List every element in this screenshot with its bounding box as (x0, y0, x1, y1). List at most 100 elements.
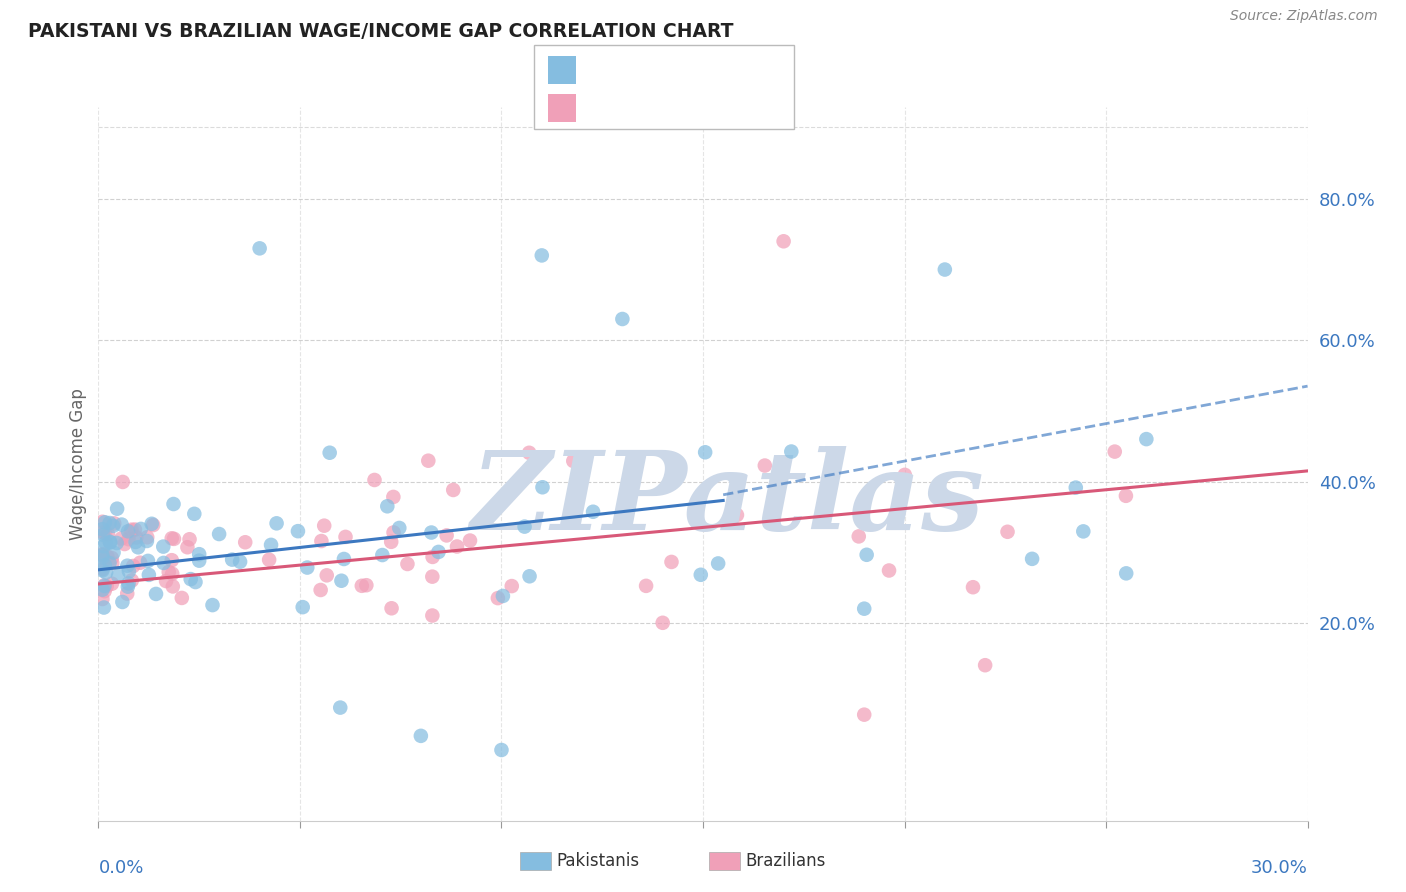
Point (111, 475, 134, 489)
Point (124, 535, 146, 549)
Point (117, 558, 139, 573)
Point (335, 530, 357, 544)
Point (375, 500, 398, 514)
Y-axis label: Wage/Income Gap: Wage/Income Gap (69, 388, 87, 540)
Point (208, 527, 231, 541)
Point (120, 524, 142, 539)
Point (314, 518, 336, 533)
Point (356, 578, 378, 592)
Text: R = 0.241: R = 0.241 (588, 99, 671, 117)
Point (170, 591, 193, 605)
Point (91, 562, 114, 576)
Point (725, 508, 748, 522)
Point (97, 527, 120, 541)
Point (201, 598, 224, 612)
Point (707, 557, 730, 571)
Point (441, 483, 464, 497)
Point (129, 556, 152, 570)
Point (179, 533, 201, 547)
Point (855, 548, 877, 562)
Point (91, 515, 114, 529)
Point (188, 547, 211, 561)
Point (636, 579, 658, 593)
Point (184, 575, 207, 590)
Point (661, 555, 683, 569)
Point (848, 529, 870, 543)
Point (458, 533, 481, 548)
Point (409, 729, 432, 743)
Text: N = 87: N = 87 (693, 61, 751, 79)
Point (974, 658, 997, 673)
Text: Brazilians: Brazilians (745, 852, 825, 870)
Point (420, 525, 443, 540)
Point (117, 524, 139, 539)
Point (388, 521, 411, 535)
Point (382, 525, 405, 540)
Point (114, 537, 136, 551)
Point (152, 540, 174, 554)
Point (162, 497, 184, 511)
Point (141, 516, 163, 531)
Point (1021, 552, 1043, 566)
Point (180, 572, 202, 586)
Point (309, 582, 332, 597)
Text: N = 91: N = 91 (693, 99, 751, 117)
Point (94, 516, 117, 530)
Point (531, 480, 554, 494)
Point (100, 551, 122, 566)
Point (136, 554, 159, 568)
Point (155, 574, 177, 588)
Point (91, 582, 114, 597)
Point (127, 541, 149, 555)
Point (894, 467, 917, 482)
Point (160, 531, 183, 545)
Point (117, 532, 139, 546)
Point (136, 530, 159, 544)
Point (94, 566, 117, 580)
Point (934, 262, 956, 277)
Point (98, 516, 121, 530)
Point (517, 446, 540, 460)
Point (145, 587, 167, 601)
Point (103, 545, 125, 559)
Point (287, 524, 309, 538)
Point (297, 560, 319, 574)
Point (318, 446, 340, 460)
Point (420, 569, 443, 583)
Point (93, 578, 115, 592)
Point (96, 579, 118, 593)
Point (163, 532, 186, 546)
Point (98, 535, 121, 549)
Text: 0.0%: 0.0% (98, 860, 143, 878)
Point (111, 517, 134, 532)
Point (162, 579, 184, 593)
Point (651, 615, 673, 630)
Point (221, 552, 243, 566)
Point (93, 584, 115, 599)
Point (91, 550, 114, 565)
Point (94, 536, 117, 550)
Text: Source: ZipAtlas.com: Source: ZipAtlas.com (1230, 9, 1378, 23)
Point (107, 569, 129, 583)
Text: PAKISTANI VS BRAZILIAN WAGE/INCOME GAP CORRELATION CHART: PAKISTANI VS BRAZILIAN WAGE/INCOME GAP C… (28, 22, 734, 41)
Point (780, 444, 803, 458)
Point (91, 525, 114, 540)
Point (98, 556, 121, 570)
Point (91, 549, 114, 563)
Point (333, 552, 356, 566)
Point (772, 234, 794, 248)
Point (422, 549, 444, 564)
Point (486, 591, 509, 606)
Point (380, 601, 402, 615)
Point (93, 539, 115, 553)
Point (1071, 524, 1094, 539)
Point (350, 579, 373, 593)
Text: 30.0%: 30.0% (1251, 860, 1308, 878)
Point (371, 548, 394, 562)
Point (176, 540, 198, 554)
Point (121, 523, 143, 537)
Point (1104, 444, 1126, 458)
Text: Pakistanis: Pakistanis (557, 852, 640, 870)
Point (418, 453, 440, 467)
Point (257, 553, 280, 567)
